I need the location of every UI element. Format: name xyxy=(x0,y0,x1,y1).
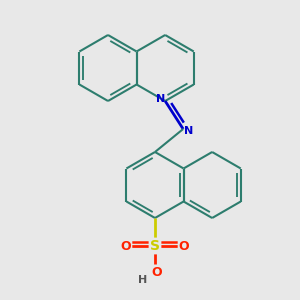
Text: O: O xyxy=(152,266,162,278)
Text: O: O xyxy=(179,239,189,253)
Text: N: N xyxy=(184,126,193,136)
Text: S: S xyxy=(150,239,160,253)
Text: H: H xyxy=(138,275,148,285)
Text: O: O xyxy=(121,239,131,253)
Text: N: N xyxy=(155,94,165,104)
